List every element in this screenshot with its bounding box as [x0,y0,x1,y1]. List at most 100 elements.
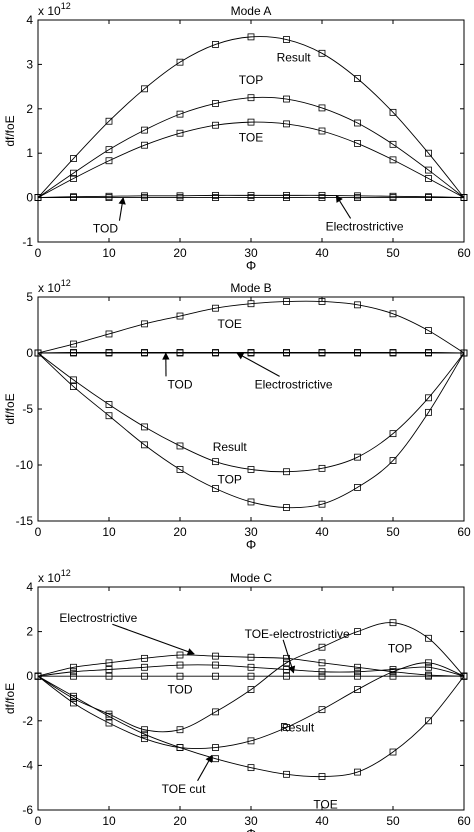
annotation-label: Result [280,720,315,734]
annotation-label: TOD [167,377,192,391]
series-line-top [37,622,465,733]
annotation-arrowhead [335,194,343,203]
data-point-electrostrictive [70,193,77,201]
data-point-electrostrictive [70,349,77,356]
data-point-result [318,464,326,472]
data-point-electrostrictive [425,349,432,356]
data-point-result [283,724,290,731]
data-point-top [460,349,468,357]
data-point-top [354,483,361,491]
y-tick-label: -10 [16,458,34,472]
y-tick-label: 2 [26,102,33,116]
data-point-result [425,394,432,402]
data-point-top [176,110,184,118]
y-tick-label: -6 [22,803,33,817]
data-point-toe [354,140,361,147]
annotation-label: TOD [93,222,118,236]
data-point-electrostrictive [389,349,397,356]
x-tick-label: 40 [315,525,329,539]
data-point-toe [425,175,432,182]
annotation-label: Electrostrictive [326,219,404,233]
data-point-top [105,412,113,420]
annotation-arrow [112,623,195,655]
x-tick-label: 10 [102,525,116,539]
series-line-toe [37,300,465,354]
annotation-label: TOE [217,317,241,331]
data-point-tod [389,672,397,680]
annotation-label: TOE [239,131,263,145]
x-tick-label: 20 [173,814,187,828]
data-point-top [247,94,255,102]
data-point-electrostrictive [283,349,290,356]
data-point-toe [354,301,361,309]
annotation-arrowhead [205,754,213,763]
data-point-electrostrictive [34,194,42,202]
data-point-toe [141,141,148,149]
data-point-top [212,485,219,492]
y-tick-label: 4 [26,13,33,27]
data-point-toe [318,298,326,305]
data-point-toe-electrostrictive [425,663,432,671]
data-point-electrostrictive [247,653,255,661]
data-point-result [247,737,255,745]
data-point-tod [425,672,432,680]
y-exponent: 12 [61,278,71,288]
data-point-top [141,726,148,734]
x-tick-label: 50 [386,525,400,539]
data-point-electrostrictive [354,192,361,200]
annotation-label: TOD [167,683,192,697]
data-point-toe [283,298,290,305]
y-tick-label: -5 [22,402,33,416]
data-point-top [389,457,397,464]
data-point-top [283,504,290,511]
data-point-toe-electrostrictive [212,661,219,669]
data-point-tod [212,672,219,680]
y-tick-label: 0 [26,669,33,683]
data-point-electrostrictive [212,652,219,660]
series-line-electrostrictive [37,194,465,199]
data-point-toe-electrostrictive [247,663,255,671]
data-point-result [354,686,361,693]
annotation-arrowhead [236,352,245,360]
series-line-top [37,352,465,509]
y-multiplier: x 1012 [38,568,71,585]
data-point-result [389,668,397,676]
data-point-toe [318,773,326,780]
data-point-result [105,719,113,727]
data-point-electrostrictive [141,349,148,356]
data-point-result [247,33,255,41]
data-point-toe [176,312,184,320]
x-tick-label: 0 [35,246,42,260]
data-point-result [141,423,148,431]
series-line-toe-electrostrictive [37,664,465,677]
annotation-arrow [236,352,280,377]
annotation-label: TOE cut [162,782,206,796]
data-point-top [105,146,113,154]
data-point-result [176,442,184,450]
y-tick-label: -15 [16,514,34,528]
data-point-electrostrictive [176,192,184,200]
data-point-toe [354,768,361,776]
data-point-toe [247,300,255,308]
data-point-toe [247,764,255,772]
y-multiplier: x 1012 [38,278,71,295]
y-exponent: 12 [61,568,71,578]
data-point-tod [176,672,184,680]
data-point-electrostrictive [70,663,77,671]
data-point-result [318,49,326,57]
data-point-result [141,85,148,93]
data-point-top [318,104,326,112]
data-point-toe [70,692,77,700]
data-point-top [247,686,255,693]
data-point-top [318,500,326,508]
x-tick-label: 50 [386,246,400,260]
data-point-tod [318,672,326,680]
x-tick-label: 10 [102,814,116,828]
data-point-toe [70,340,77,348]
data-point-toe [105,157,113,165]
annotation-label: TOP [239,73,263,87]
x-axis-label: Φ [246,537,256,552]
data-point-top [70,169,77,177]
data-point-result [212,458,219,466]
